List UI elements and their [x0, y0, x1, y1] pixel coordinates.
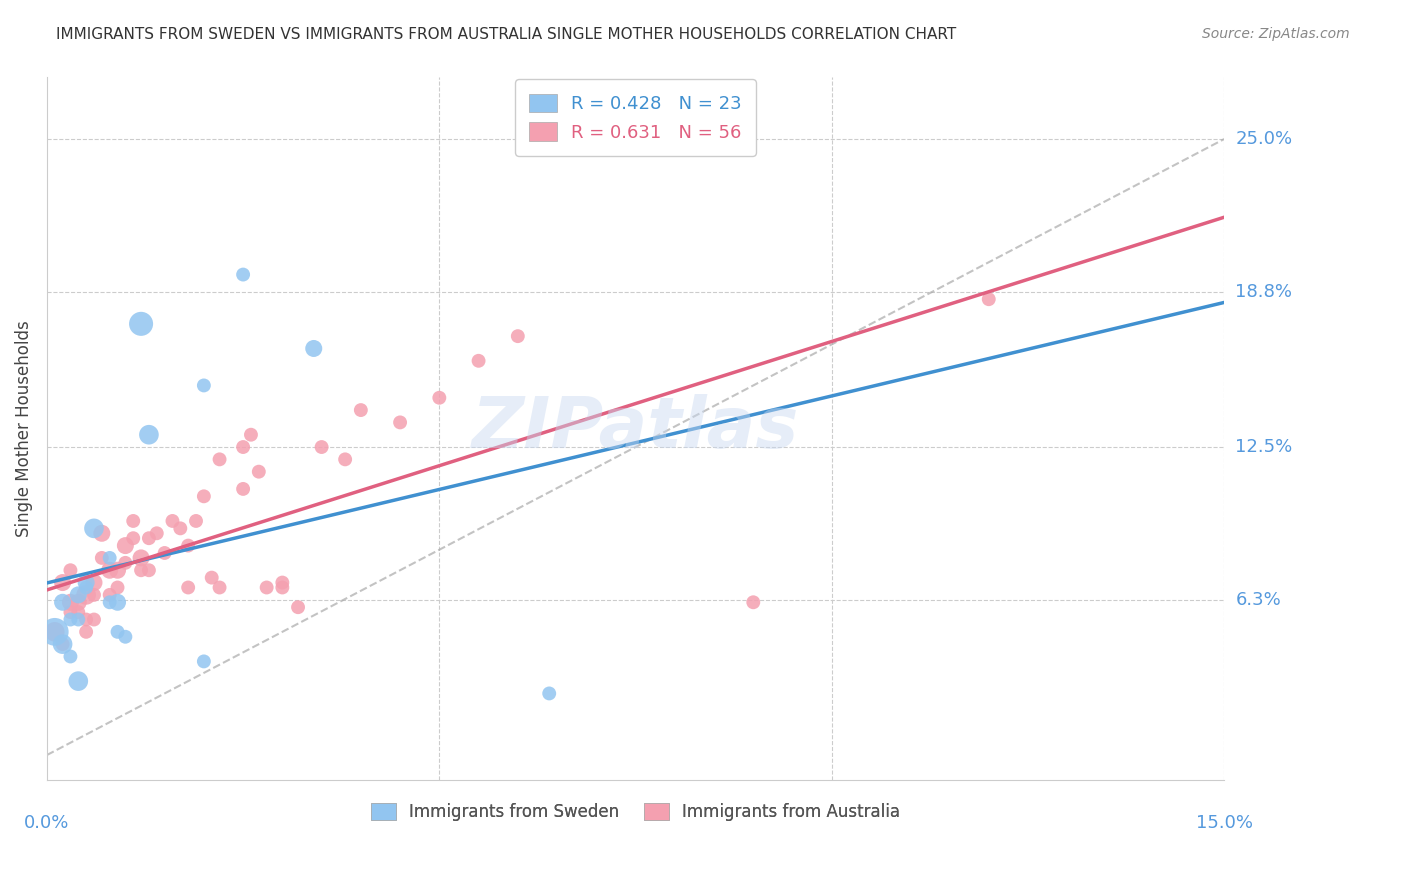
Point	[538, 686, 561, 700]
Point	[75, 613, 97, 627]
Point	[271, 575, 294, 590]
Point	[107, 581, 129, 595]
Point	[122, 531, 145, 545]
Point	[193, 489, 215, 503]
Point	[59, 595, 82, 609]
Point	[59, 605, 82, 619]
Point	[59, 613, 82, 627]
Point	[138, 531, 160, 545]
Point	[75, 575, 97, 590]
Point	[114, 630, 136, 644]
Point	[52, 637, 75, 651]
Text: IMMIGRANTS FROM SWEDEN VS IMMIGRANTS FROM AUSTRALIA SINGLE MOTHER HOUSEHOLDS COR: IMMIGRANTS FROM SWEDEN VS IMMIGRANTS FRO…	[56, 27, 956, 42]
Point	[52, 575, 75, 590]
Point	[107, 563, 129, 577]
Point	[59, 563, 82, 577]
Point	[83, 588, 105, 602]
Point	[177, 539, 200, 553]
Point	[67, 595, 90, 609]
Point	[67, 605, 90, 619]
Point	[52, 637, 75, 651]
Point	[129, 563, 152, 577]
Point	[467, 353, 489, 368]
Point	[59, 649, 82, 664]
Point	[67, 588, 90, 602]
Y-axis label: Single Mother Households: Single Mother Households	[15, 320, 32, 537]
Point	[208, 452, 231, 467]
Point	[389, 416, 412, 430]
Point	[742, 595, 765, 609]
Point	[977, 292, 1000, 306]
Point	[75, 624, 97, 639]
Text: 6.3%: 6.3%	[1236, 591, 1281, 609]
Text: Source: ZipAtlas.com: Source: ZipAtlas.com	[1202, 27, 1350, 41]
Point	[506, 329, 529, 343]
Point	[162, 514, 184, 528]
Point	[122, 514, 145, 528]
Point	[271, 581, 294, 595]
Point	[177, 581, 200, 595]
Point	[201, 571, 224, 585]
Point	[83, 613, 105, 627]
Text: 18.8%: 18.8%	[1236, 283, 1292, 301]
Point	[146, 526, 169, 541]
Point	[107, 595, 129, 609]
Point	[114, 556, 136, 570]
Point	[256, 581, 278, 595]
Point	[75, 588, 97, 602]
Point	[90, 550, 112, 565]
Point	[302, 342, 325, 356]
Point	[83, 521, 105, 535]
Point	[67, 674, 90, 689]
Point	[98, 563, 121, 577]
Point	[107, 624, 129, 639]
Point	[247, 465, 270, 479]
Point	[232, 268, 254, 282]
Point	[114, 539, 136, 553]
Legend: Immigrants from Sweden, Immigrants from Australia: Immigrants from Sweden, Immigrants from …	[364, 796, 907, 828]
Point	[193, 654, 215, 668]
Text: 25.0%: 25.0%	[1236, 130, 1292, 148]
Point	[333, 452, 356, 467]
Point	[138, 427, 160, 442]
Point	[90, 526, 112, 541]
Point	[52, 595, 75, 609]
Point	[138, 563, 160, 577]
Point	[232, 440, 254, 454]
Point	[129, 317, 152, 331]
Point	[232, 482, 254, 496]
Point	[67, 613, 90, 627]
Point	[193, 378, 215, 392]
Point	[350, 403, 373, 417]
Point	[98, 595, 121, 609]
Point	[44, 624, 66, 639]
Point	[311, 440, 333, 454]
Point	[129, 550, 152, 565]
Point	[427, 391, 450, 405]
Point	[75, 581, 97, 595]
Point	[98, 550, 121, 565]
Point	[153, 546, 176, 560]
Point	[169, 521, 191, 535]
Point	[98, 588, 121, 602]
Point	[44, 624, 66, 639]
Point	[208, 581, 231, 595]
Text: 12.5%: 12.5%	[1236, 438, 1292, 456]
Text: ZIPatlas: ZIPatlas	[472, 394, 799, 463]
Point	[287, 600, 309, 615]
Point	[239, 427, 262, 442]
Text: 15.0%: 15.0%	[1195, 814, 1253, 832]
Point	[83, 575, 105, 590]
Point	[184, 514, 207, 528]
Text: 0.0%: 0.0%	[24, 814, 69, 832]
